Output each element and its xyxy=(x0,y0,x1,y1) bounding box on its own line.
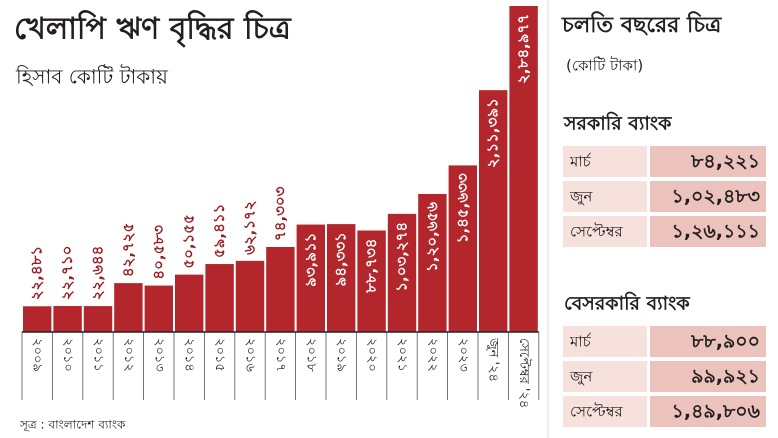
value-cell xyxy=(650,361,766,392)
value-cell xyxy=(650,181,766,212)
x-tick-label: ২০২০ xyxy=(364,338,379,372)
panel-unit: (কোটি টাকা) xyxy=(566,57,643,75)
x-tick-label: ২০১৫ xyxy=(212,338,227,372)
value-label: ৮৮,৭৩৪ xyxy=(362,238,380,293)
bar xyxy=(479,90,508,332)
x-tick-label: ২০০৯ xyxy=(30,338,45,372)
row-label: মার্চ xyxy=(569,153,592,171)
bar xyxy=(23,306,52,332)
x-tick-label: ২০২১ xyxy=(395,338,410,372)
value-label: ২,১১,৩৯১ xyxy=(484,98,502,168)
row-label: মার্চ xyxy=(569,333,592,351)
bar xyxy=(175,274,204,332)
x-tick-label: ২০১২ xyxy=(121,338,136,372)
bar xyxy=(53,306,82,332)
bar xyxy=(114,283,143,332)
label-cell xyxy=(563,361,647,392)
row-label: সেপ্টেম্বর xyxy=(570,223,624,241)
bar xyxy=(83,306,113,332)
bar xyxy=(509,6,538,332)
x-tick-label: সেপ্টেম্বর '২৪ xyxy=(516,338,532,408)
value-label: ৪০,৫৮৩ xyxy=(149,225,167,280)
x-tick-label: ২০২২ xyxy=(425,338,440,372)
source: সূত্র : বাংলাদেশ ব্যাংক xyxy=(19,418,126,433)
bar xyxy=(266,247,295,332)
x-tick-label: জুন '২৪ xyxy=(486,337,501,382)
value-label: ৭৪,৩০৩ xyxy=(271,186,289,241)
value-label: ৯৩,৯১১ xyxy=(301,233,319,287)
value-label: ১,৪৫,৬৩৩ xyxy=(453,173,471,243)
x-tick-label: ২০২৩ xyxy=(455,338,470,372)
bar xyxy=(235,260,265,332)
x-tick-label: ২০১৩ xyxy=(151,338,166,372)
value-label: ২,৮৪,৯৭৭ xyxy=(514,14,532,84)
row-label: সেপ্টেম্বর xyxy=(570,403,624,421)
value-label: ১,০৩,২৭৪ xyxy=(393,222,411,292)
value-label: ৪২,৭২৫ xyxy=(119,223,137,277)
bar xyxy=(387,213,417,332)
value-label: ২২,৪৮১ xyxy=(28,246,46,300)
x-tick-label: ২০১৮ xyxy=(303,338,318,372)
row-value: ৮৪,২২১ xyxy=(690,151,760,173)
label-cell xyxy=(563,216,647,247)
row-label: জুন xyxy=(569,368,593,386)
value-label: ৫০,১৫৫ xyxy=(180,214,198,268)
x-tick-label: ২০১৭ xyxy=(273,338,288,372)
bar xyxy=(448,165,477,332)
label-cell xyxy=(563,326,647,357)
value-label: ২২,৬৪৪ xyxy=(89,246,107,300)
label-cell xyxy=(563,146,647,177)
value-label: ৯৪,৩৩১ xyxy=(332,232,350,286)
value-label: ২২,৭১০ xyxy=(58,246,76,300)
value-label: ৫৯,৪১১ xyxy=(210,204,228,258)
panel-title: চলতি বছরের চিত্র xyxy=(561,11,722,38)
bar xyxy=(418,193,447,332)
row-value: ৯৯,৯২১ xyxy=(691,366,760,388)
value-label: ১,২০,৬৫৬ xyxy=(423,202,441,272)
x-tick-label: ২০১১ xyxy=(91,338,106,372)
value-cell xyxy=(650,396,766,427)
row-value: ১,৪৯,৮০৬ xyxy=(672,401,761,423)
value-label: ৬২,১৭২ xyxy=(241,200,259,254)
x-tick-label: ২০১০ xyxy=(60,338,75,372)
label-cell xyxy=(563,396,647,427)
value-cell xyxy=(650,326,766,357)
group-heading: বেসরকারি ব্যাংক xyxy=(564,292,690,315)
bar xyxy=(205,264,234,332)
row-value: ১,০২,৪৮৩ xyxy=(672,186,760,208)
bar xyxy=(327,224,356,332)
x-tick-label: ২০১৬ xyxy=(243,338,258,372)
chart-subtitle: হিসাব কোটি টাকায় xyxy=(15,65,169,89)
bar xyxy=(144,285,173,332)
row-label: জুন xyxy=(569,188,593,206)
bar xyxy=(296,224,325,332)
x-tick-label: ২০১৯ xyxy=(334,338,349,372)
value-cell xyxy=(650,216,766,247)
bar xyxy=(357,230,386,332)
row-value: ৮৮,৯০০ xyxy=(690,331,760,353)
x-tick-label: ২০১৪ xyxy=(182,338,197,372)
chart-title: খেলাপি ঋণ বৃদ্ধির চিত্র xyxy=(14,10,292,49)
value-cell xyxy=(650,146,766,177)
row-value: ১,২৬,১১১ xyxy=(672,221,760,243)
label-cell xyxy=(563,181,647,212)
group-heading: সরকারি ব্যাংক xyxy=(563,112,672,135)
